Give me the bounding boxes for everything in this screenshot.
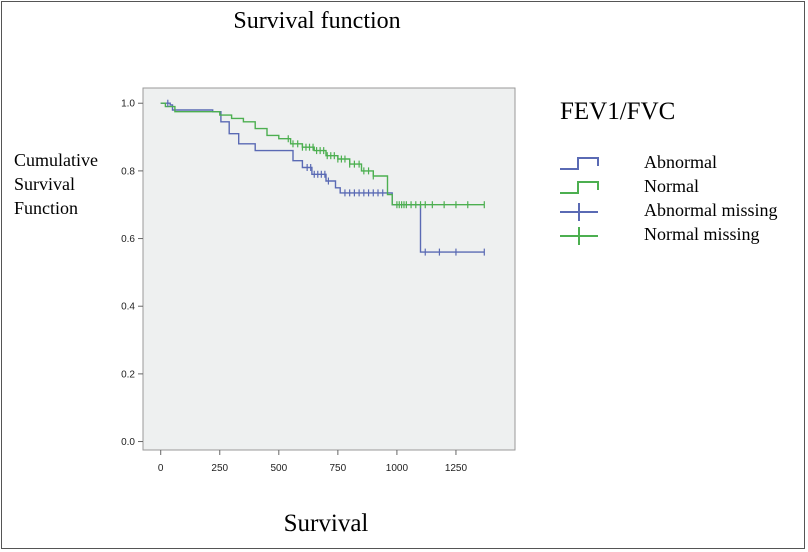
legend-swatch-normal-missing [560,227,598,245]
series-layer [160,99,485,256]
legend-label-abnormal: Abnormal [644,152,717,172]
axes: 0 250 500 750 1000 1250 0.0 0.2 0.4 0.6 0.8 1.0 [121,99,467,474]
x-tick-label: 250 [211,463,228,474]
legend-swatch-abnormal-missing [560,203,598,221]
legend-label-abnormal-missing: Abnormal missing [644,200,778,220]
y-tick-label: 1.0 [121,99,135,110]
chart-title: Survival function [233,8,401,34]
x-tick-label: 1000 [386,463,409,474]
legend-label-normal: Normal [644,176,699,196]
plot-background [142,87,516,451]
y-tick-label: 0.2 [121,369,135,380]
x-axis-label: Survival [283,510,369,537]
legend-title: FEV1/FVC [560,98,676,125]
survival-curve-normal [160,102,485,206]
x-tick-label: 1250 [445,463,468,474]
y-tick-label: 0.4 [121,302,135,313]
legend: Abnormal Normal Abnormal missing Normal … [558,152,806,248]
y-axis-label: Cumulative Survival Function [14,150,98,218]
legend-item-abnormal-missing: Abnormal missing [558,200,806,224]
y-tick-label: 0.8 [121,166,135,177]
legend-label-normal-missing: Normal missing [644,224,760,244]
legend-item-normal: Normal [558,176,806,200]
survival-curve-abnormal [160,102,485,253]
legend-swatch-abnormal [560,157,599,170]
legend-item-normal-missing: Normal missing [558,224,806,248]
y-tick-label: 0.6 [121,234,135,245]
legend-item-abnormal: Abnormal [558,152,806,176]
y-tick-label: 0.0 [121,437,135,448]
x-tick-label: 500 [270,463,287,474]
x-tick-label: 750 [330,463,347,474]
x-tick-label: 0 [158,463,164,474]
legend-swatch-normal [560,181,599,194]
